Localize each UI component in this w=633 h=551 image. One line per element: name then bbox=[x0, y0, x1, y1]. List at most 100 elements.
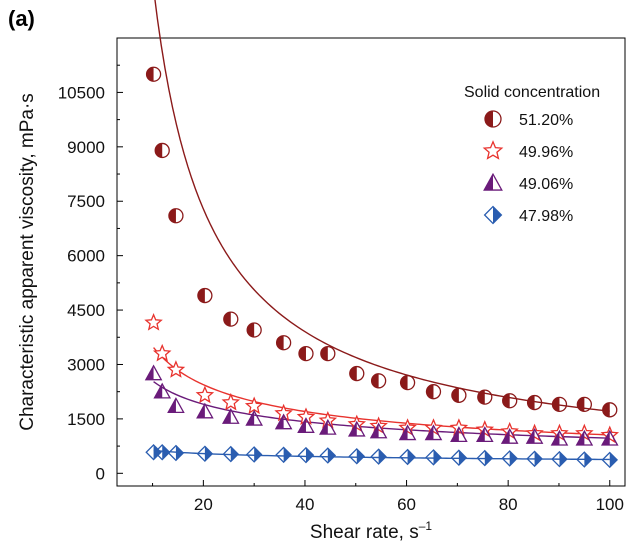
data-point bbox=[451, 387, 467, 403]
data-point bbox=[526, 394, 543, 411]
data-point bbox=[167, 444, 185, 462]
data-point bbox=[196, 402, 214, 419]
data-point bbox=[502, 393, 518, 409]
data-point bbox=[297, 417, 315, 433]
legend-label: 51.20% bbox=[519, 112, 573, 129]
data-point bbox=[221, 392, 241, 411]
data-point bbox=[319, 447, 337, 464]
data-point bbox=[450, 449, 468, 466]
data-point bbox=[349, 365, 365, 382]
legend-item: 49.96% bbox=[482, 140, 573, 161]
y-tick-label: 3000 bbox=[67, 355, 105, 374]
data-point bbox=[347, 420, 366, 437]
legend-item: 49.06% bbox=[483, 172, 573, 193]
x-tick-label: 60 bbox=[397, 495, 416, 514]
data-point bbox=[483, 172, 503, 191]
fit-line bbox=[154, 0, 610, 412]
data-point bbox=[145, 66, 162, 82]
y-tick-label: 4500 bbox=[67, 301, 105, 320]
data-point bbox=[319, 418, 337, 435]
data-point bbox=[575, 429, 594, 446]
data-point bbox=[195, 385, 215, 404]
data-point bbox=[525, 427, 544, 444]
data-point bbox=[167, 397, 185, 414]
data-point bbox=[297, 446, 315, 464]
x-tick-label: 100 bbox=[596, 495, 624, 514]
y-axis-title: Characteristic apparent viscosity, mPa·s bbox=[17, 93, 38, 431]
x-axis-title-text: Shear rate, s bbox=[310, 522, 419, 543]
data-point bbox=[475, 426, 494, 443]
data-point bbox=[425, 449, 442, 466]
data-point bbox=[483, 205, 503, 225]
data-point bbox=[275, 335, 292, 351]
data-point bbox=[551, 396, 568, 413]
data-point bbox=[196, 445, 214, 462]
data-point bbox=[245, 446, 263, 463]
legend: Solid concentration 51.20% 49.96% 49.06% 47… bbox=[464, 84, 600, 225]
data-point bbox=[600, 429, 619, 446]
data-point bbox=[152, 343, 172, 362]
data-point bbox=[484, 110, 502, 128]
data-point bbox=[526, 450, 543, 468]
data-point bbox=[450, 426, 468, 443]
legend-item: 47.98% bbox=[483, 205, 573, 225]
y-tick-label: 9000 bbox=[67, 138, 105, 157]
data-point bbox=[153, 443, 171, 461]
x-tick-label: 20 bbox=[194, 495, 213, 514]
data-point bbox=[197, 287, 213, 304]
x-axis-title: Shear rate, s–1 bbox=[310, 519, 432, 543]
data-point bbox=[144, 313, 163, 331]
data-point bbox=[477, 389, 493, 405]
x-tick-label: 80 bbox=[499, 495, 518, 514]
data-point bbox=[168, 208, 184, 224]
data-point bbox=[369, 422, 388, 439]
data-point bbox=[275, 446, 292, 464]
data-point bbox=[298, 345, 314, 362]
x-axis-title-superscript: –1 bbox=[419, 519, 433, 533]
data-point bbox=[576, 396, 593, 413]
data-point bbox=[348, 447, 366, 465]
data-point bbox=[399, 448, 416, 466]
legend-item: 51.20% bbox=[484, 110, 573, 129]
x-axis: 20 40 60 80 100 bbox=[152, 480, 624, 514]
data-point bbox=[500, 427, 519, 444]
data-point bbox=[476, 449, 494, 467]
plot-frame bbox=[116, 37, 626, 487]
data-point bbox=[399, 374, 416, 391]
data-point bbox=[550, 429, 569, 446]
y-tick-label: 6000 bbox=[67, 247, 105, 266]
legend-label: 49.96% bbox=[519, 144, 573, 161]
data-point bbox=[424, 418, 443, 436]
data-point bbox=[246, 322, 262, 338]
data-point bbox=[601, 451, 619, 469]
data-point bbox=[244, 396, 264, 415]
data-point bbox=[370, 448, 387, 465]
fit-line bbox=[153, 347, 610, 436]
data-point bbox=[424, 424, 443, 441]
legend-label: 49.06% bbox=[519, 176, 573, 193]
data-point bbox=[576, 451, 593, 468]
legend-title: Solid concentration bbox=[464, 84, 600, 101]
data-point bbox=[551, 450, 568, 468]
data-point bbox=[296, 407, 316, 425]
data-point bbox=[145, 443, 162, 461]
data-point bbox=[320, 345, 336, 362]
data-point bbox=[398, 424, 417, 441]
legend-label: 47.98% bbox=[519, 208, 573, 225]
data-point bbox=[425, 384, 442, 400]
data-point bbox=[144, 364, 163, 381]
data-point bbox=[154, 142, 170, 159]
panel-label: (a) bbox=[8, 6, 35, 31]
data-point bbox=[153, 382, 172, 399]
data-point bbox=[370, 373, 387, 389]
data-point bbox=[602, 402, 618, 418]
y-tick-label: 10500 bbox=[58, 83, 105, 102]
data-point bbox=[223, 311, 239, 327]
data-point bbox=[501, 450, 518, 467]
data-point bbox=[166, 360, 186, 378]
data-point bbox=[222, 445, 240, 463]
plot-area bbox=[116, 0, 626, 487]
y-tick-label: 7500 bbox=[67, 192, 105, 211]
data-point bbox=[482, 140, 504, 160]
